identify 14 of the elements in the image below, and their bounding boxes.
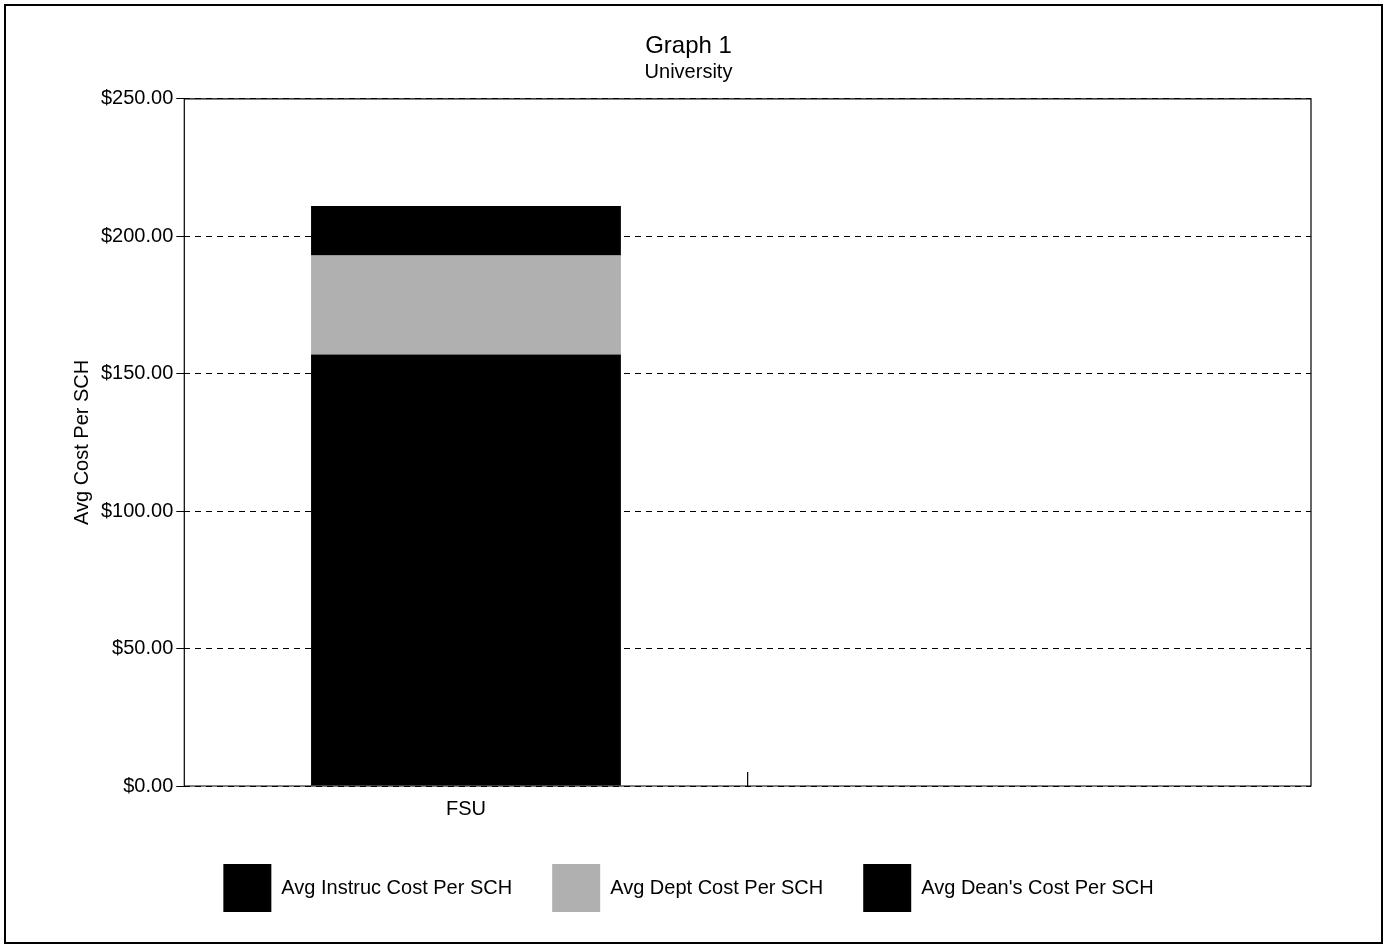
x-tick-label: FSU <box>445 796 486 819</box>
y-tick-label: $250.00 <box>101 86 174 109</box>
chart-title: Graph 1 <box>645 31 732 59</box>
y-tick-label: $200.00 <box>101 223 174 246</box>
y-tick-label: $0.00 <box>123 773 174 796</box>
chart-subtitle: University <box>644 60 733 83</box>
y-axis-title: Avg Cost Per SCH <box>69 359 92 526</box>
y-tick-label: $50.00 <box>112 636 174 659</box>
y-tick-label: $100.00 <box>101 498 174 521</box>
bar <box>311 255 621 355</box>
legend-label: Avg Dean's Cost Per SCH <box>921 875 1154 898</box>
legend-label: Avg Dept Cost Per SCH <box>610 875 824 898</box>
legend-label: Avg Instruc Cost Per SCH <box>281 875 513 898</box>
y-tick-label: $150.00 <box>101 361 174 384</box>
